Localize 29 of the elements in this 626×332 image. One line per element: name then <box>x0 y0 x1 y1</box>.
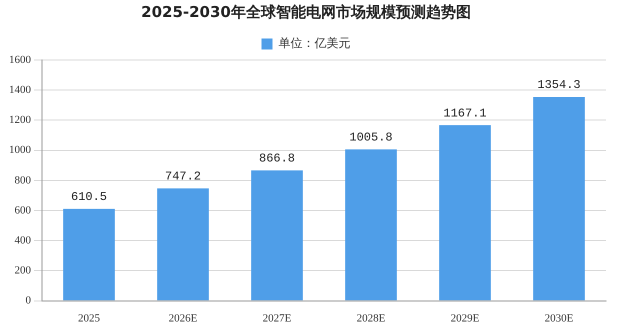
x-tick-label: 2029E <box>450 312 480 324</box>
bar <box>439 125 491 300</box>
y-tick-label: 600 <box>14 204 32 216</box>
data-label: 610.5 <box>70 190 108 204</box>
data-label: 1354.3 <box>537 78 581 92</box>
y-tick-label: 800 <box>14 174 32 186</box>
data-label: 866.8 <box>258 152 296 166</box>
data-label: 1005.8 <box>349 130 393 145</box>
x-tick-label: 2026E <box>168 312 198 324</box>
y-tick-label: 0 <box>26 294 32 307</box>
y-tick-label: 1000 <box>9 144 32 156</box>
x-tick-label: 2027E <box>262 312 292 324</box>
data-label: 747.2 <box>164 170 202 184</box>
y-tick-label: 1600 <box>9 54 32 66</box>
data-label: 1167.1 <box>443 106 487 120</box>
bar <box>157 188 209 300</box>
y-tick-label: 400 <box>14 234 32 246</box>
x-tick-label: 2028E <box>356 312 386 324</box>
y-tick-label: 1400 <box>9 84 32 96</box>
bar <box>251 170 303 300</box>
bar <box>345 149 397 300</box>
y-tick-label: 1200 <box>9 114 32 126</box>
legend-label: 单位：亿美元 <box>278 36 350 50</box>
y-tick-label: 200 <box>14 264 32 277</box>
x-tick-label: 2030E <box>544 312 574 324</box>
bar <box>533 96 585 300</box>
bar <box>63 208 115 300</box>
x-tick-label: 2025 <box>78 312 100 324</box>
chart-title: 2025-2030年全球智能电网市场规模预测趋势图 <box>141 2 471 21</box>
